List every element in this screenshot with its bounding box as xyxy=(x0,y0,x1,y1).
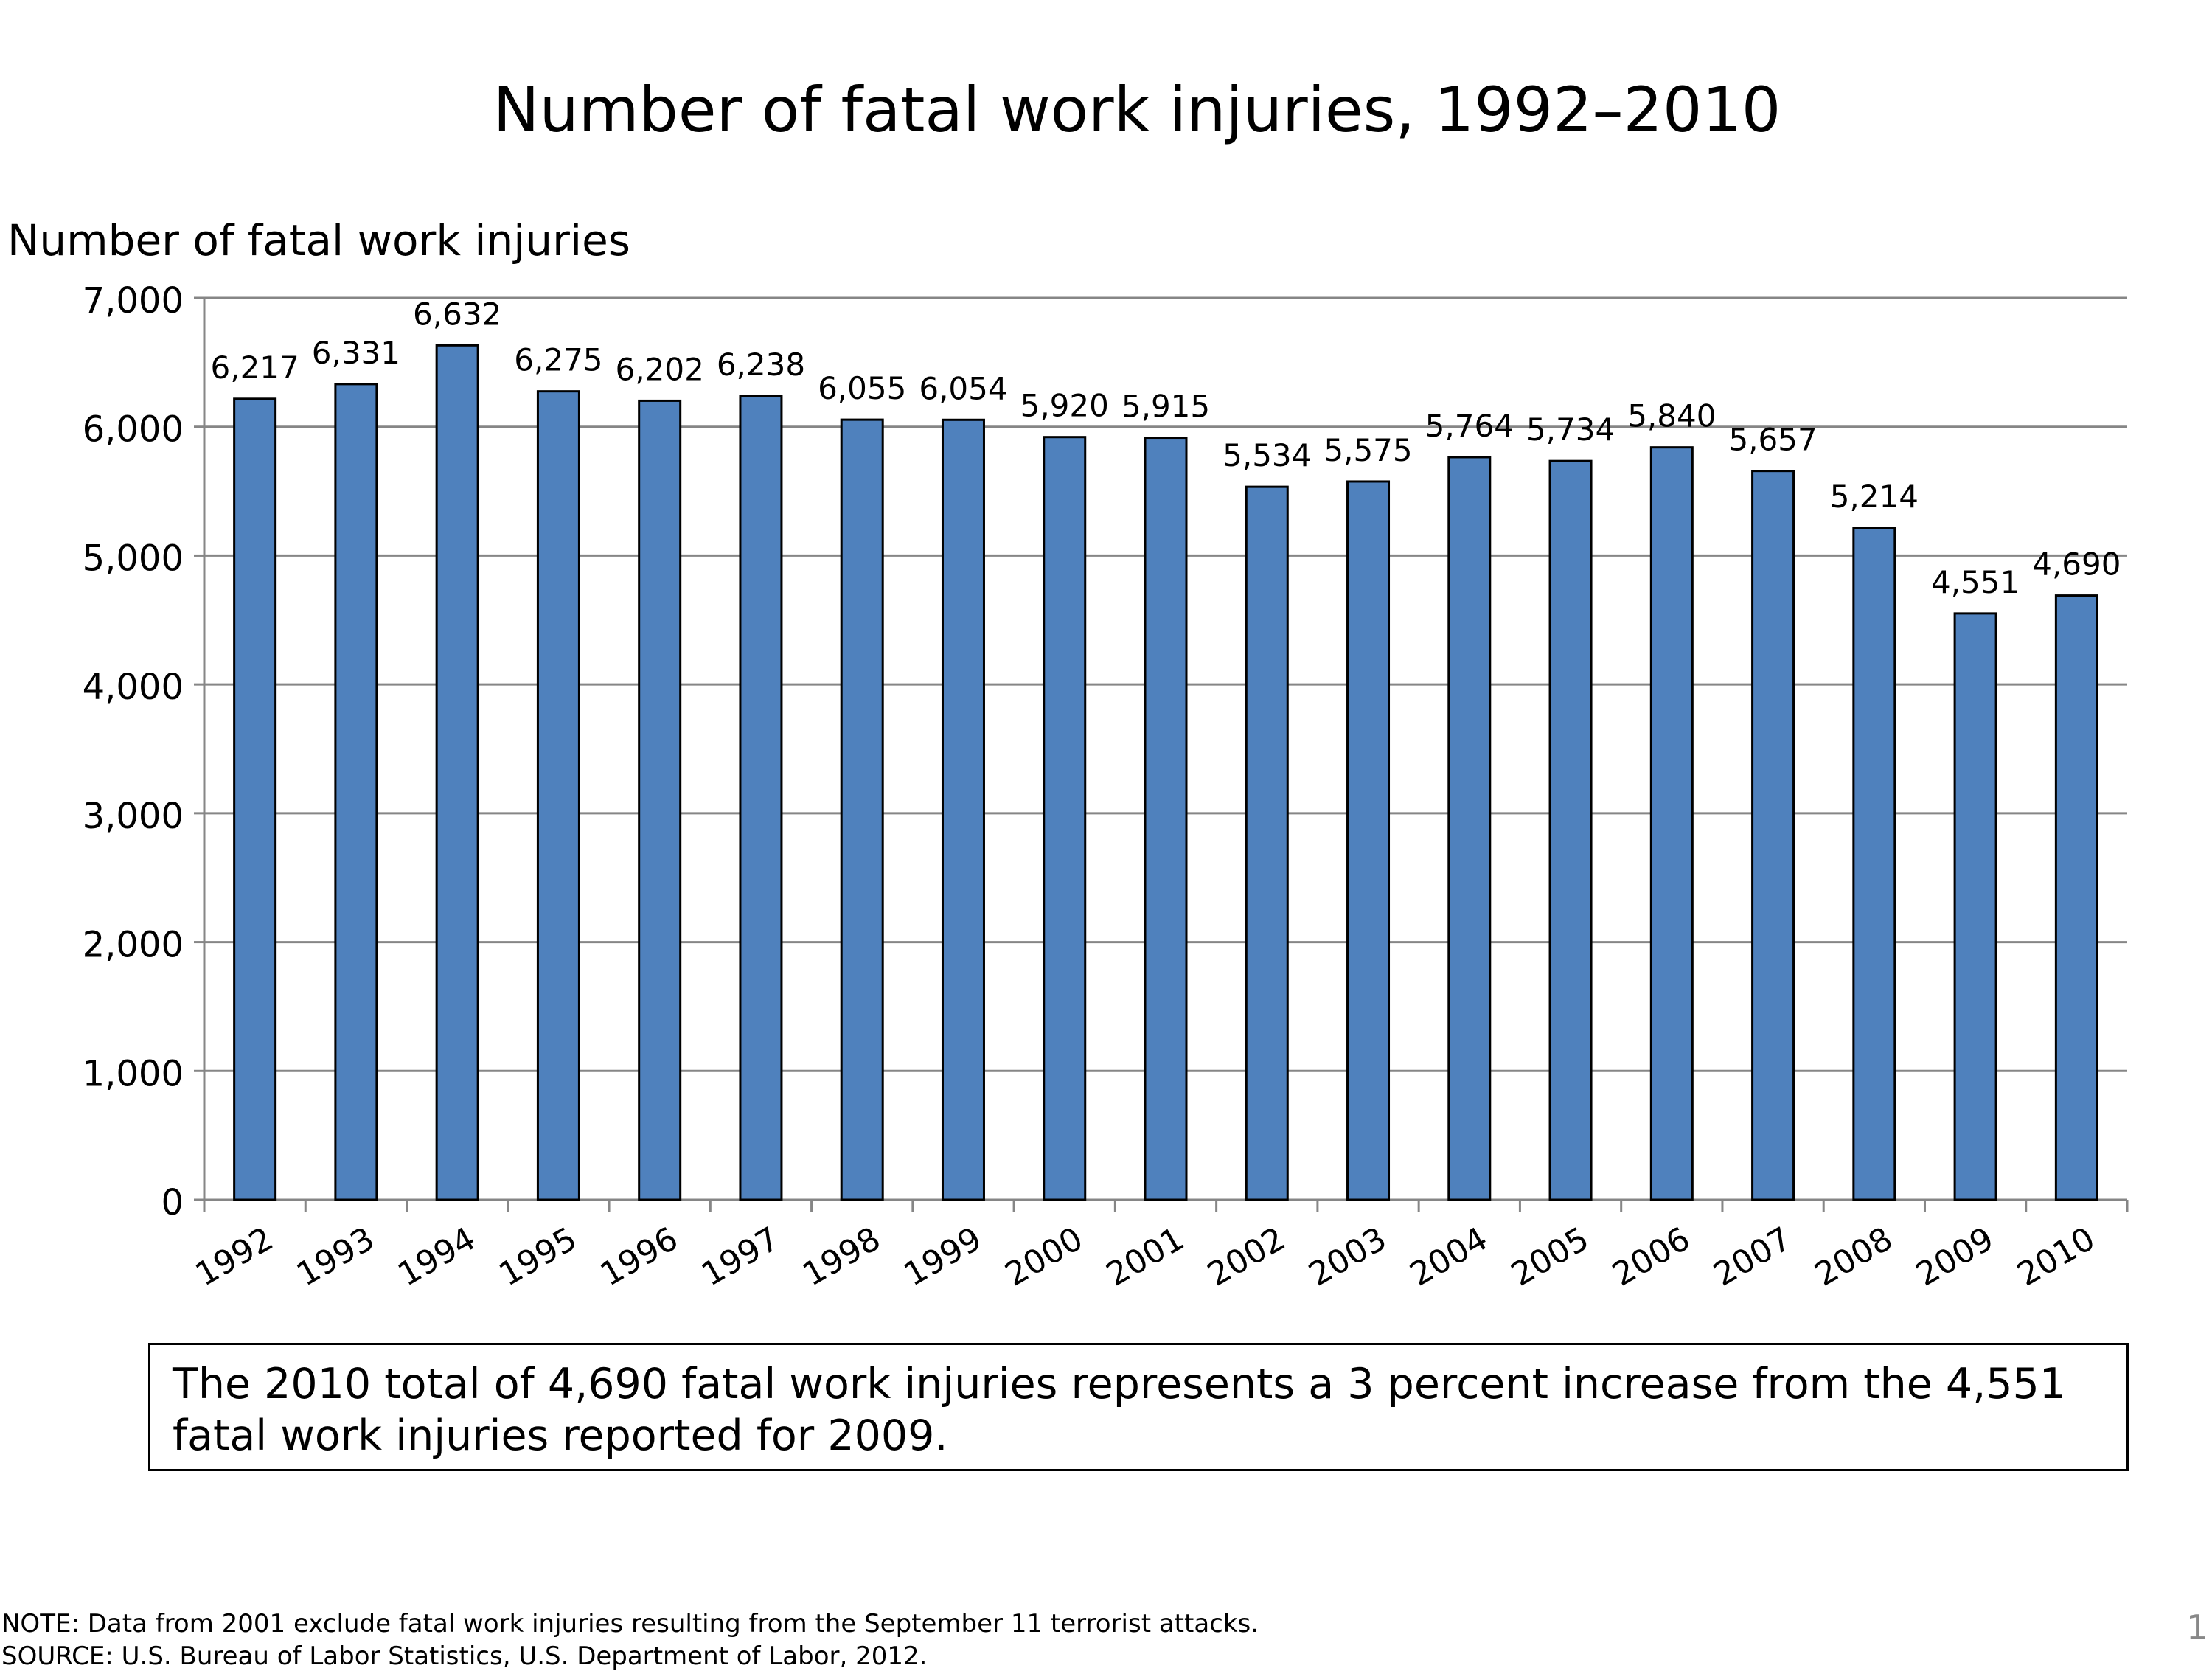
chart-title: Number of fatal work injuries, 1992–2010 xyxy=(493,74,1781,146)
data-label: 6,202 xyxy=(616,351,704,387)
x-tick-label: 2007 xyxy=(1708,1220,1798,1293)
data-label: 6,275 xyxy=(514,342,602,378)
source-note: SOURCE: U.S. Bureau of Labor Statistics,… xyxy=(1,1642,928,1671)
x-tick-label: 1995 xyxy=(493,1220,582,1293)
callout-box: The 2010 total of 4,690 fatal work injur… xyxy=(148,1343,2129,1471)
x-tick-label: 2004 xyxy=(1404,1220,1494,1293)
bar-2001 xyxy=(1144,437,1188,1201)
y-tick-label: 5,000 xyxy=(83,538,184,579)
data-label: 6,632 xyxy=(413,296,501,332)
bar-1994 xyxy=(435,344,479,1201)
bar-2003 xyxy=(1346,480,1391,1201)
x-tick-label: 2008 xyxy=(1809,1220,1899,1293)
bar-2000 xyxy=(1043,436,1087,1201)
x-tick-label: 1996 xyxy=(594,1220,684,1293)
data-label: 4,551 xyxy=(1931,564,2020,600)
y-tick-label: 3,000 xyxy=(83,796,184,837)
x-tick-label: 1998 xyxy=(796,1220,886,1293)
x-tick-label: 2005 xyxy=(1505,1220,1595,1293)
data-label: 5,534 xyxy=(1222,437,1311,473)
data-label: 5,214 xyxy=(1830,479,1919,515)
bar-1996 xyxy=(638,399,682,1201)
bar-1999 xyxy=(941,418,985,1201)
bar-1995 xyxy=(536,390,580,1201)
page-number: 1 xyxy=(2186,1608,2208,1647)
data-label: 6,054 xyxy=(919,370,1007,406)
x-tick-label: 2006 xyxy=(1606,1220,1696,1293)
x-tick-label: 2000 xyxy=(999,1220,1089,1293)
y-tick-label: 2,000 xyxy=(83,925,184,966)
data-label: 4,690 xyxy=(2032,546,2121,583)
data-label: 6,331 xyxy=(312,335,400,371)
data-label: 5,734 xyxy=(1526,411,1615,448)
y-tick-label: 1,000 xyxy=(83,1053,184,1094)
bar-2008 xyxy=(1852,527,1896,1201)
bar-1998 xyxy=(840,418,884,1201)
data-label: 5,920 xyxy=(1020,388,1109,424)
y-tick-label: 6,000 xyxy=(83,409,184,451)
y-tick-label: 4,000 xyxy=(83,667,184,708)
bar-2009 xyxy=(1953,612,1997,1201)
x-tick-label: 2009 xyxy=(1910,1220,2000,1293)
bar-1992 xyxy=(233,397,277,1201)
x-tick-label: 1999 xyxy=(897,1220,987,1293)
bar-2006 xyxy=(1649,446,1694,1201)
data-label: 5,840 xyxy=(1627,398,1716,434)
data-label: 5,915 xyxy=(1121,389,1210,425)
x-tick-label: 1997 xyxy=(695,1220,785,1293)
bar-2004 xyxy=(1447,456,1492,1201)
y-tick-label: 0 xyxy=(161,1182,184,1223)
data-label: 6,055 xyxy=(818,370,906,406)
x-tick-label: 1993 xyxy=(291,1220,380,1293)
bar-2005 xyxy=(1548,459,1593,1201)
data-label: 5,657 xyxy=(1728,422,1817,458)
bar-1997 xyxy=(739,395,783,1201)
data-label: 6,217 xyxy=(211,350,299,386)
data-label: 5,764 xyxy=(1425,408,1514,444)
data-label: 6,238 xyxy=(717,347,805,383)
y-axis-label: Number of fatal work injuries xyxy=(7,215,630,265)
y-tick-label: 7,000 xyxy=(83,280,184,322)
data-label: 5,575 xyxy=(1324,432,1412,468)
x-tick-label: 1992 xyxy=(189,1220,279,1293)
bar-2007 xyxy=(1751,470,1795,1201)
x-tick-label: 2010 xyxy=(2011,1220,2101,1293)
x-tick-label: 2001 xyxy=(1100,1220,1190,1293)
footnote: NOTE: Data from 2001 exclude fatal work … xyxy=(1,1609,1259,1639)
x-tick-label: 2002 xyxy=(1201,1220,1291,1293)
x-tick-label: 1994 xyxy=(392,1220,481,1293)
x-tick-label: 2003 xyxy=(1303,1220,1393,1293)
bar-2010 xyxy=(2054,594,2098,1201)
bar-2002 xyxy=(1245,485,1289,1201)
bar-1993 xyxy=(334,383,378,1201)
